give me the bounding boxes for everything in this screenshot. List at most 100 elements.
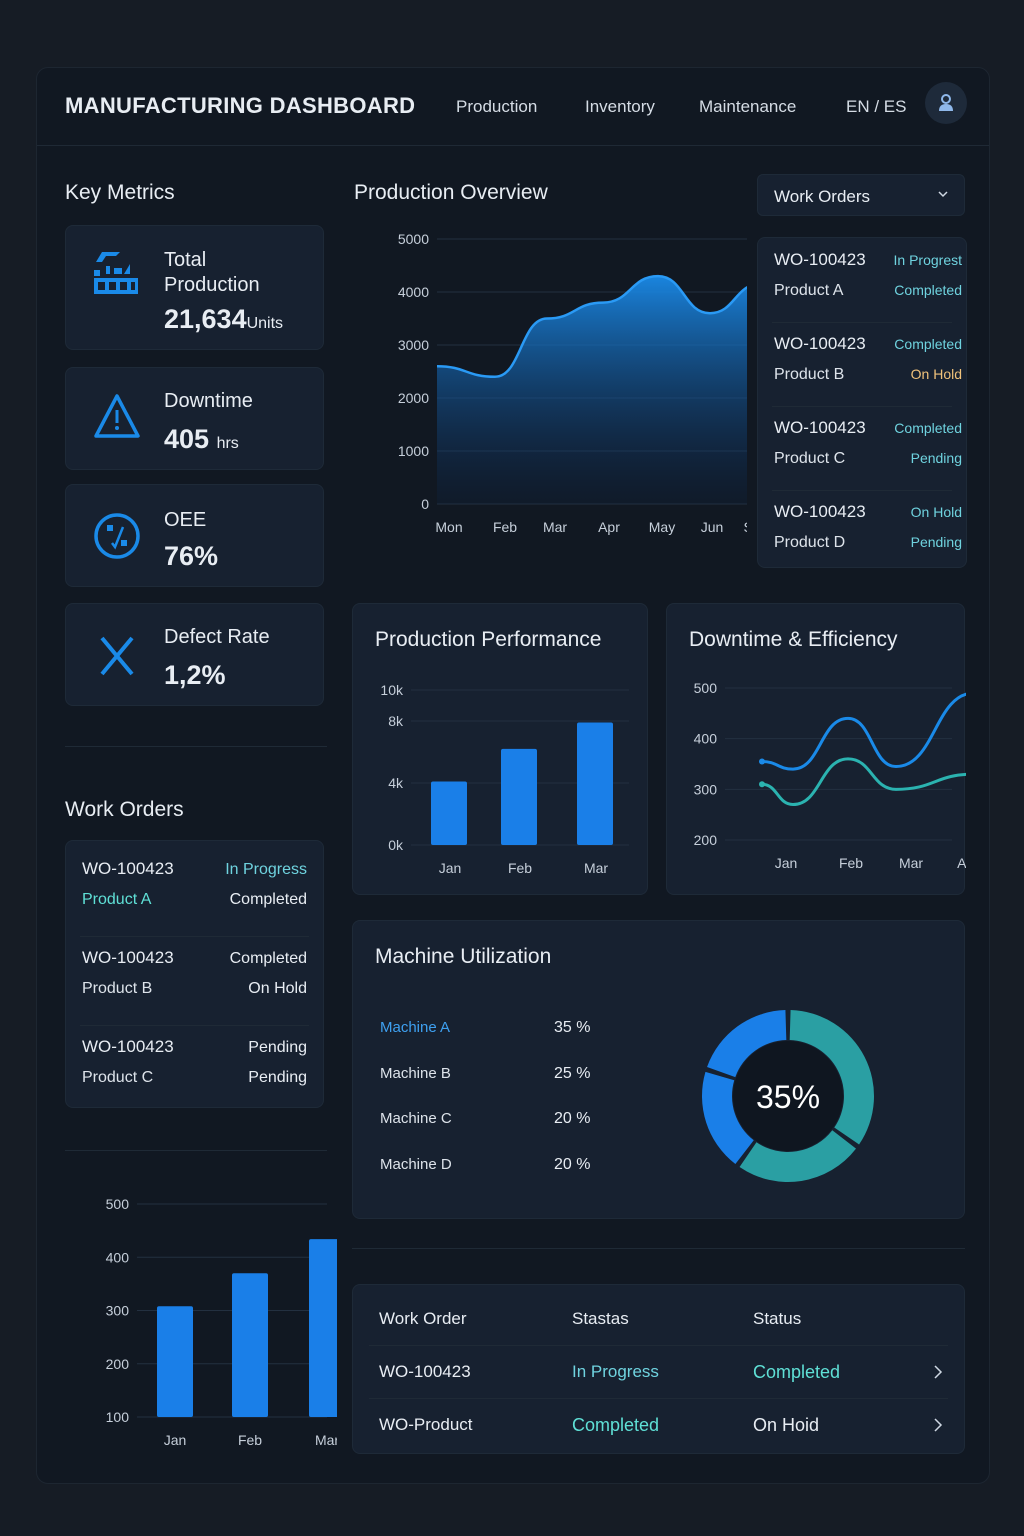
order-id: WO-100423 xyxy=(82,948,174,967)
x-tick-label: Mar xyxy=(584,860,608,876)
work-order-item[interactable]: WO-100423 Product A In Progress Complete… xyxy=(66,851,323,940)
metric-value: 1,2% xyxy=(164,660,226,690)
x-icon xyxy=(100,636,134,676)
product-name: Product A xyxy=(774,282,844,299)
x-tick-label: Mon xyxy=(435,519,462,535)
chevron-down-icon xyxy=(938,191,948,198)
metric-value: 76% xyxy=(164,541,219,571)
user-icon xyxy=(939,94,953,111)
downtime-efficiency-title: Downtime & Efficiency xyxy=(689,628,898,651)
y-tick-label: 500 xyxy=(694,680,718,696)
metric-total-production: Total Production 21,634Units xyxy=(65,225,324,350)
bar xyxy=(431,781,467,845)
divider xyxy=(369,1345,948,1346)
product-name: Product B xyxy=(774,366,845,383)
production-performance-card: Production Performance 0k 4k 8k 10k Jan Feb Ma… xyxy=(352,603,648,895)
work-orders-dropdown[interactable]: Work Orders xyxy=(757,174,965,216)
y-tick-label: 2000 xyxy=(398,390,429,406)
metric-label: Downtime xyxy=(164,390,253,412)
status: Completed xyxy=(894,282,962,298)
order-id: WO-100423 xyxy=(774,250,866,269)
status: On Hold xyxy=(910,366,962,382)
order-id: WO-100423 xyxy=(379,1362,471,1381)
order-id: WO-100423 xyxy=(82,1037,174,1056)
status: Completed xyxy=(894,420,962,436)
data-point xyxy=(759,758,765,765)
y-tick-label: 200 xyxy=(106,1356,130,1372)
column-header-stastas: Stastas xyxy=(572,1309,629,1328)
production-performance-chart: 0k 4k 8k 10k Jan Feb Mar xyxy=(380,682,629,876)
machine-value: 20 % xyxy=(554,1155,591,1173)
status: Completed xyxy=(572,1415,660,1435)
machine-label: Machine D xyxy=(380,1155,452,1173)
work-order-item[interactable]: WO-100423 Product A In Progrest Complete… xyxy=(758,242,966,326)
table-row[interactable]: WO-Product Completed On Hoid xyxy=(353,1398,964,1451)
machine-utilization-title: Machine Utilization xyxy=(375,945,552,968)
divider xyxy=(80,1025,309,1026)
x-tick-label: Sun xyxy=(744,519,747,535)
downtime-efficiency-chart: 200 300 400 500 Jan Feb Mar Apr xyxy=(694,680,966,871)
x-tick-label: Jan xyxy=(775,855,798,871)
product-name: Product A xyxy=(82,891,152,908)
work-order-item[interactable]: WO-100423 Product B Completed On Hold xyxy=(758,326,966,410)
work-order-item[interactable]: WO-100423 Product D On Hold Pending xyxy=(758,494,966,578)
dropdown-value: Work Orders xyxy=(774,187,871,206)
nav-inventory[interactable]: Inventory xyxy=(585,97,655,116)
series-line xyxy=(761,692,966,771)
language-switch[interactable]: EN / ES xyxy=(846,97,907,116)
machine-label: Machine A xyxy=(380,1019,451,1036)
x-tick-label: Jun xyxy=(701,519,724,535)
y-tick-label: 200 xyxy=(694,832,718,848)
y-tick-label: 500 xyxy=(106,1196,130,1212)
production-overview-chart: 0 1000 2000 3000 4000 5000 Mon Feb Mar Apr May Jun S… xyxy=(398,231,747,535)
metric-value: 405 hrs xyxy=(164,424,239,454)
x-tick-label: Apr xyxy=(598,519,620,535)
status: Completed xyxy=(753,1362,841,1382)
work-order-table: Work Order Stastas Status WO-100423 In P… xyxy=(352,1284,965,1454)
utilization-donut-chart: 35% xyxy=(702,1010,874,1182)
monthly-bar-chart: 100 200 300 400 500 Jan Feb Mar xyxy=(106,1196,337,1448)
y-tick-label: 3000 xyxy=(398,337,429,353)
y-tick-label: 400 xyxy=(106,1249,130,1265)
divider xyxy=(772,322,952,323)
x-tick-label: Feb xyxy=(493,519,517,535)
y-tick-label: 100 xyxy=(106,1409,130,1425)
order-id: WO-100423 xyxy=(82,859,174,878)
y-tick-label: 1000 xyxy=(398,443,429,459)
status: Completed xyxy=(229,950,307,967)
work-orders-title: Work Orders xyxy=(65,798,184,821)
work-order-item[interactable]: WO-100423 Product B Completed On Hold xyxy=(66,940,323,1029)
table-row[interactable]: WO-100423 In Progress Completed xyxy=(353,1345,964,1398)
y-tick-label: 0k xyxy=(388,837,404,853)
x-tick-label: Mar xyxy=(899,855,923,871)
divider xyxy=(772,406,952,407)
work-order-item[interactable]: WO-100423 Product C Completed Pending xyxy=(758,410,966,494)
machine-value: 35 % xyxy=(554,1019,591,1036)
machine-utilization-card: Machine Utilization Machine A 35 % Machine… xyxy=(352,920,965,1219)
y-tick-label: 10k xyxy=(380,682,404,698)
status: In Progrest xyxy=(893,252,962,268)
y-tick-label: 4000 xyxy=(398,284,429,300)
work-order-item[interactable]: WO-100423 Product C Pending Pending xyxy=(66,1029,323,1118)
avatar[interactable] xyxy=(925,82,967,124)
chevron-right-icon[interactable] xyxy=(933,1365,943,1379)
bar xyxy=(501,748,537,845)
nav-maintenance[interactable]: Maintenance xyxy=(699,97,797,116)
y-tick-label: 0 xyxy=(421,496,429,512)
chevron-right-icon[interactable] xyxy=(933,1418,943,1432)
metric-oee: OEE 76% xyxy=(65,484,324,587)
order-id: WO-100423 xyxy=(774,502,866,521)
key-metrics-title: Key Metrics xyxy=(65,181,175,204)
y-tick-label: 4k xyxy=(388,775,404,791)
nav-production[interactable]: Production xyxy=(456,97,538,116)
status: Pending xyxy=(910,450,962,466)
percent-icon xyxy=(94,513,140,559)
x-tick-label: Feb xyxy=(508,860,532,876)
y-tick-label: 300 xyxy=(694,781,718,797)
status: Pending xyxy=(248,1039,307,1056)
status: Pending xyxy=(910,534,962,550)
donut-hole xyxy=(733,1041,843,1151)
metric-downtime: Downtime 405 hrs xyxy=(65,367,324,470)
status: On Hold xyxy=(248,980,307,997)
metric-defect-rate: Defect Rate 1,2% xyxy=(65,603,324,706)
